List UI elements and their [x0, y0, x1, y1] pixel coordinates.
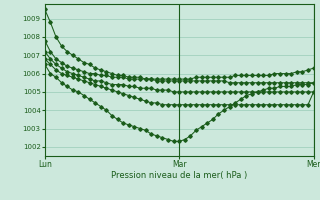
X-axis label: Pression niveau de la mer( hPa ): Pression niveau de la mer( hPa ) [111, 171, 247, 180]
